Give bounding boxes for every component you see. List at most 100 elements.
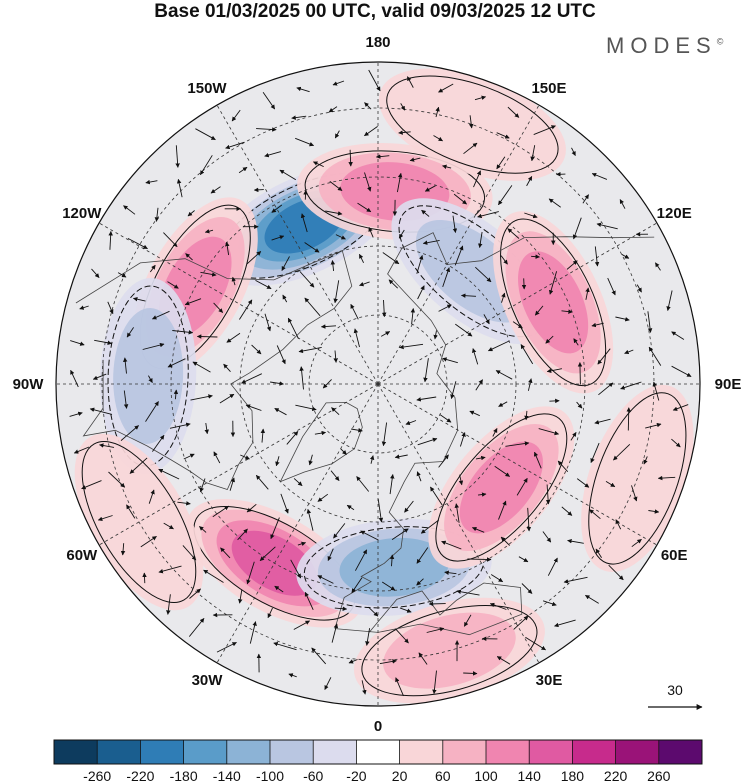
wind-arrow — [463, 614, 472, 627]
anomaly-center — [428, 406, 575, 569]
wind-arrow — [231, 276, 236, 286]
wind-arrow — [185, 253, 193, 261]
wind-arrow — [239, 299, 253, 320]
wind-arrow — [108, 230, 113, 250]
meridian-line — [212, 383, 379, 672]
wind-arrow — [200, 271, 217, 277]
wind-arrow — [389, 554, 395, 567]
wind-arrow — [548, 271, 558, 295]
wind-arrow — [433, 330, 438, 340]
wind-arrow — [648, 346, 662, 366]
wind-arrow — [483, 314, 490, 325]
wind-arrow — [424, 185, 436, 192]
wind-arrow — [224, 241, 230, 256]
wind-arrow — [312, 161, 324, 168]
meridian-line — [212, 96, 379, 385]
wind-arrow — [571, 147, 576, 157]
wind-arrow — [187, 210, 195, 217]
wind-arrow — [533, 125, 556, 136]
meridian-line — [90, 383, 379, 550]
wind-arrow — [249, 621, 257, 644]
wind-arrow — [81, 480, 102, 490]
wind-arrow — [391, 528, 409, 540]
wind-arrow — [120, 543, 126, 556]
wind-arrow — [126, 504, 136, 519]
longitude-label-90w: 90W — [13, 376, 45, 393]
wind-arrow — [389, 474, 395, 495]
wind-arrow — [585, 594, 599, 604]
wind-arrow — [273, 641, 297, 651]
wind-arrow — [399, 343, 424, 350]
wind-arrow — [507, 106, 520, 118]
wind-arrow — [246, 251, 262, 265]
wind-arrow — [350, 303, 359, 320]
wind-arrow — [334, 130, 340, 139]
wind-arrow — [538, 428, 560, 436]
wind-arrow — [91, 268, 100, 278]
wind-arrow — [548, 198, 561, 208]
wind-arrow — [271, 235, 285, 241]
wind-arrow — [331, 407, 340, 416]
wind-arrow — [149, 264, 156, 273]
wind-arrow — [395, 628, 409, 644]
wind-arrow — [237, 528, 248, 541]
wind-arrow — [331, 623, 339, 643]
wind-arrow — [177, 501, 191, 506]
colorbar-swatch — [572, 740, 616, 764]
wind-arrow — [204, 229, 214, 234]
wind-arrow — [605, 481, 616, 488]
wind-arrow — [299, 366, 304, 390]
wind-arrow — [296, 86, 310, 93]
wind-arrow — [361, 680, 367, 695]
meridian-line — [377, 96, 544, 385]
wind-arrow — [589, 509, 601, 520]
wind-arrow — [526, 176, 533, 187]
wind-arrow — [324, 677, 332, 691]
wind-arrow — [274, 585, 284, 593]
wind-arrow — [456, 589, 480, 596]
wind-arrow — [317, 575, 334, 584]
wind-arrow — [220, 547, 231, 559]
wind-arrow — [666, 290, 673, 311]
wind-arrow — [122, 357, 128, 374]
coastline — [280, 401, 363, 482]
wind-arrow — [597, 348, 611, 365]
wind-arrow — [420, 519, 440, 534]
wind-arrow — [399, 607, 412, 613]
colorbar-swatch — [442, 740, 487, 764]
wind-arrow — [108, 471, 126, 488]
wind-arrow — [494, 465, 510, 477]
wind-arrow — [444, 570, 457, 575]
height-contour-line — [386, 75, 559, 174]
wind-arrow — [245, 404, 262, 411]
wind-arrow — [620, 381, 642, 390]
wind-arrow — [459, 432, 466, 447]
wind-arrow — [404, 500, 414, 513]
wind-arrow — [329, 181, 343, 191]
wind-arrow — [400, 103, 406, 111]
wind-arrow — [295, 137, 315, 147]
wind-arrow — [308, 454, 313, 466]
wind-arrow — [377, 498, 384, 523]
wind-arrow — [364, 126, 378, 137]
height-contour-line — [304, 150, 486, 233]
wind-arrow — [246, 503, 257, 513]
wind-arrow — [463, 671, 478, 676]
wind-arrow — [671, 365, 692, 377]
wind-arrow — [423, 358, 429, 383]
wind-arrow — [241, 373, 262, 384]
wind-arrow — [145, 179, 158, 185]
wind-arrow — [421, 209, 430, 217]
wind-arrow — [657, 475, 676, 481]
anomaly-contour — [518, 251, 589, 354]
wind-arrow — [142, 342, 165, 350]
wind-arrow — [495, 370, 513, 380]
wind-arrow — [192, 361, 211, 373]
wind-arrow — [426, 627, 445, 633]
wind-arrow — [500, 536, 511, 546]
wind-arrow — [169, 422, 191, 429]
longitude-label-90e: 90E — [715, 376, 742, 393]
wind-arrow — [438, 83, 454, 93]
wind-arrow — [590, 442, 600, 464]
wind-arrow — [167, 281, 179, 289]
